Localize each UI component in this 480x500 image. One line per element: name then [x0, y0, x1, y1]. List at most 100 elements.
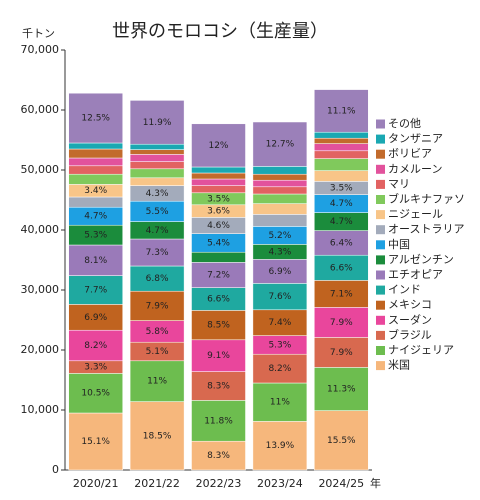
segment-label: 15.5%	[327, 436, 356, 446]
segment-label: 4.7%	[84, 212, 107, 222]
x-tick-label: 2020/21	[73, 477, 119, 490]
bar-segment	[314, 337, 369, 368]
bar-segment	[191, 400, 246, 442]
bar-segment	[314, 410, 369, 471]
y-tick-label: 10,000	[21, 403, 60, 416]
legend-label: タンザニア	[388, 132, 443, 145]
bar-segment	[68, 275, 123, 305]
segment-label: 5.5%	[146, 207, 169, 217]
bar-segment	[191, 262, 246, 288]
bar-segment	[68, 157, 123, 167]
legend-label: 米国	[388, 359, 410, 372]
segment-label: 4.7%	[146, 226, 169, 236]
bar-segment	[129, 168, 185, 179]
legend-swatch	[376, 270, 385, 280]
segment-label: 6.6%	[207, 295, 230, 305]
legend-label: ブラジル	[388, 327, 432, 341]
segment-label: 11.8%	[204, 416, 233, 426]
legend-label: ナイジェリア	[388, 344, 454, 357]
bar-segment	[314, 143, 369, 152]
bar-segment	[191, 178, 246, 186]
segment-label: 6.8%	[146, 274, 169, 284]
segment-label: 5.3%	[268, 340, 291, 350]
segment-label: 7.3%	[146, 248, 169, 258]
bar-segment	[314, 230, 369, 256]
legend-label: マリ	[388, 177, 410, 190]
legend-label: 中国	[388, 238, 410, 251]
bar-segment	[129, 154, 185, 162]
legend-swatch	[376, 361, 385, 371]
bar-segment	[191, 440, 246, 471]
legend-swatch	[376, 315, 385, 325]
legend-swatch	[376, 179, 385, 189]
bar-segment	[314, 131, 369, 139]
bar-segment	[314, 307, 369, 338]
y-tick-label: 0	[52, 463, 59, 476]
bar-segment	[129, 149, 185, 155]
legend-swatch	[376, 330, 385, 340]
bar-segment	[252, 166, 308, 175]
segment-label: 7.2%	[207, 271, 230, 281]
bar-segment	[191, 339, 246, 372]
bar-segment	[252, 259, 308, 284]
x-tick-label: 2023/24	[257, 477, 303, 490]
segment-label: 3.6%	[207, 207, 230, 217]
segment-label: 3.3%	[84, 363, 107, 373]
bar-segment	[129, 100, 185, 145]
bar-segment	[314, 280, 369, 308]
segment-label: 8.5%	[207, 321, 230, 331]
segment-label: 7.9%	[330, 318, 353, 328]
segment-label: 11%	[270, 398, 290, 408]
segment-label: 15.1%	[81, 437, 110, 447]
segment-label: 5.3%	[84, 231, 107, 241]
bar-segment	[129, 290, 185, 321]
bar-segment	[68, 244, 123, 276]
segment-label: 12.7%	[266, 140, 295, 150]
segment-label: 6.9%	[268, 267, 291, 277]
bar-segment	[129, 265, 185, 292]
y-tick-label: 30,000	[21, 283, 60, 296]
segment-label: 5.4%	[207, 238, 230, 248]
legend-swatch	[376, 134, 385, 144]
segment-label: 7.9%	[146, 301, 169, 311]
legend-label: カメルーン	[388, 162, 442, 175]
legend-swatch	[376, 225, 385, 235]
bar-segment	[252, 121, 308, 167]
bar-segment	[314, 254, 369, 281]
legend-label: スーダン	[388, 312, 432, 326]
segment-label: 11%	[147, 377, 167, 387]
y-tick-label: 70,000	[21, 43, 60, 56]
legend-swatch	[376, 346, 385, 355]
segment-label: 7.7%	[84, 286, 107, 296]
y-tick-label: 40,000	[21, 223, 60, 236]
bar-segment	[252, 382, 308, 422]
segment-label: 10.5%	[81, 389, 110, 399]
bar-segment	[129, 238, 185, 267]
segment-label: 7.1%	[330, 289, 353, 299]
x-tick-label: 2022/23	[196, 477, 242, 490]
segment-label: 5.1%	[146, 347, 169, 357]
bar-segment	[314, 367, 369, 411]
segment-label: 7.4%	[268, 318, 291, 328]
legend-label: ニジェール	[388, 208, 443, 221]
bar-segment	[252, 186, 308, 195]
x-tick-label: 2024/25	[318, 477, 364, 490]
bar-segment	[68, 373, 123, 414]
legend-label: ボリビア	[388, 147, 432, 160]
segment-label: 6.9%	[84, 313, 107, 323]
y-tick-label: 60,000	[21, 103, 60, 116]
segment-label: 3.4%	[84, 186, 107, 196]
bar-segment	[252, 214, 308, 227]
segment-label: 8.2%	[268, 364, 291, 374]
segment-label: 8.2%	[84, 341, 107, 351]
bar-segment	[314, 150, 369, 159]
bar-segment	[68, 196, 123, 208]
segment-label: 13.9%	[266, 441, 295, 451]
bar-segment	[129, 143, 185, 150]
segment-label: 4.6%	[207, 221, 230, 231]
legend-label: メキシコ	[388, 298, 432, 311]
bar-segment	[129, 360, 185, 402]
segment-label: 4.7%	[330, 199, 353, 209]
segment-label: 12%	[208, 141, 228, 151]
